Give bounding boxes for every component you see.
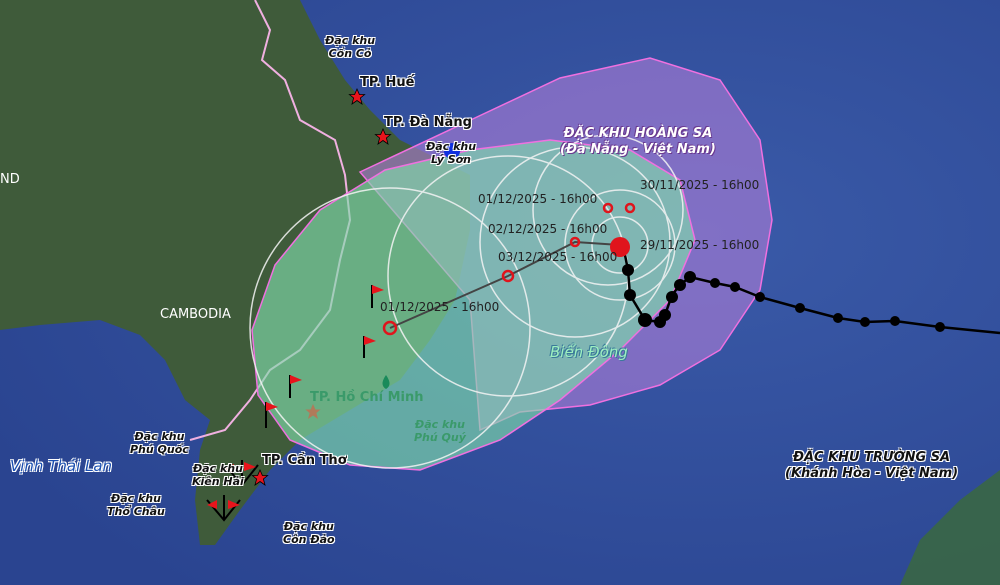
- city-stars: [251, 87, 392, 486]
- uncertainty-cone-green: [251, 139, 696, 471]
- archipelago-truong-sa: ĐẶC KHU TRƯỜNG SA (Khánh Hòa - Việt Nam): [785, 450, 959, 481]
- archipelago-hoang-sa: ĐẶC KHU HOÀNG SA (Đà Nẵng - Việt Nam): [560, 126, 716, 157]
- forecast-label: 29/11/2025 - 16h00: [640, 238, 760, 252]
- city-label-can-tho: TP. Cần Thơ: [262, 453, 347, 468]
- warning-flags: [206, 285, 384, 522]
- wind-radius-circles: [249, 134, 684, 469]
- forecast-track-line: [389, 240, 621, 329]
- zone-tho-chau: Đặc khu Thổ Châu: [107, 492, 165, 518]
- country-label-cambodia: CAMBODIA: [160, 307, 231, 322]
- zone-con-dao: Đặc khu Côn Đảo: [283, 520, 335, 546]
- forecast-storm-icons[interactable]: [382, 202, 636, 336]
- forecast-label: 01/12/2025 - 16h00: [380, 300, 500, 314]
- past-track-points: [622, 264, 945, 332]
- forecast-label: 01/12/2025 - 16h00: [478, 192, 598, 206]
- rain-drop-icon: [382, 375, 390, 389]
- storm-current-icon[interactable]: [610, 237, 630, 257]
- zone-phu-quoc: Đặc khu Phú Quốc: [130, 430, 189, 456]
- sea-label-gulf-thailand: Vịnh Thái Lan: [10, 457, 113, 475]
- country-label-thailand: ND: [0, 172, 20, 187]
- forecast-label: 03/12/2025 - 16h00: [498, 250, 618, 264]
- land-east: [900, 470, 1000, 585]
- zone-phu-quy: Đặc khu Phú Quý: [414, 418, 466, 444]
- land-mainland: [0, 0, 470, 545]
- forecast-label: 30/11/2025 - 16h00: [640, 178, 760, 192]
- city-label-hue: TP. Huế: [360, 75, 415, 90]
- sea-label-bien-dong: Biển Đông: [550, 343, 628, 361]
- city-label-da-nang: TP. Đà Nẵng: [384, 115, 472, 130]
- zone-kien-hai: Đặc khu Kiên Hải: [192, 462, 244, 488]
- zone-con-co: Đặc khu Cồn Cỏ: [325, 34, 376, 60]
- windsock-icon: [444, 143, 460, 159]
- city-label-hcm: TP. Hồ Chí Minh: [310, 390, 424, 405]
- zone-ly-son: Đặc khu Lý Sơn: [426, 140, 477, 166]
- forecast-label: 02/12/2025 - 16h00: [488, 222, 608, 236]
